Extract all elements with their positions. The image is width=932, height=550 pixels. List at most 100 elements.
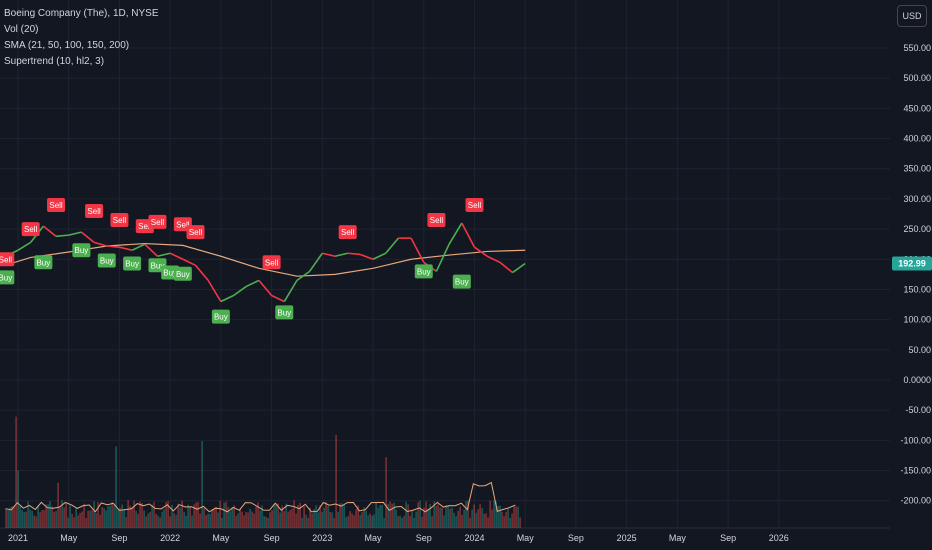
chart-legend: Boeing Company (The), 1D, NYSE Vol (20) …	[4, 6, 159, 70]
volume-bar	[507, 508, 509, 528]
price-segment	[131, 243, 146, 251]
volume-bar	[349, 511, 351, 528]
volume-bar	[115, 446, 117, 528]
signal-label: Buy	[125, 259, 139, 268]
volume-bar	[173, 513, 175, 528]
volume-bar	[435, 505, 437, 528]
price-segment	[486, 255, 501, 264]
volume-bar	[181, 500, 183, 528]
signal-label: Sell	[468, 201, 482, 210]
volume-bar	[227, 506, 229, 528]
volume-bar	[415, 511, 417, 528]
volume-bar	[313, 509, 315, 528]
volume-bar	[121, 504, 123, 528]
volume-bar	[429, 504, 431, 528]
volume-bar	[337, 511, 339, 528]
volume-bar	[95, 513, 97, 528]
buy-signal: Buy	[414, 264, 433, 279]
vol-indicator-label[interactable]: Vol (20)	[4, 24, 39, 35]
sell-signal: Sell	[21, 222, 40, 237]
x-tick-label: Sep	[568, 533, 584, 543]
signal-label: Sell	[430, 216, 444, 225]
buy-signal: Buy	[0, 270, 15, 285]
volume-bar	[291, 508, 293, 528]
volume-bar	[447, 505, 449, 528]
buy-signal: Buy	[123, 256, 142, 271]
signal-label: Buy	[417, 267, 431, 276]
volume-bar	[205, 515, 207, 528]
volume-bar	[321, 512, 323, 528]
volume-bar	[155, 513, 157, 528]
signal-box	[34, 255, 53, 270]
x-axis: 2021 May Sep 2022 May Sep 2023 May Sep 2024 May Sep…	[0, 527, 890, 543]
signal-label: Buy	[0, 273, 12, 282]
volume-bar	[45, 504, 47, 528]
volume-bar	[339, 503, 341, 528]
signal-label: Buy	[176, 270, 190, 279]
volume-bar	[225, 501, 227, 528]
volume-bar	[293, 500, 295, 528]
volume-bar	[505, 511, 507, 528]
volume-bar	[325, 501, 327, 528]
currency-button[interactable]: USD	[897, 5, 927, 27]
volume-bar	[281, 505, 283, 528]
volume-bar	[33, 515, 35, 528]
y-tick-label: 0.0000	[903, 375, 931, 385]
volume-bar	[191, 515, 193, 528]
x-tick-label: May	[669, 533, 687, 543]
volume-bar	[103, 508, 105, 528]
volume-bar	[195, 502, 197, 528]
volume-bar	[309, 507, 311, 528]
x-tick-label: Sep	[720, 533, 736, 543]
symbol-title[interactable]: Boeing Company (The), 1D, NYSE	[4, 8, 159, 19]
volume-bar	[403, 515, 405, 528]
x-tick-label: May	[212, 533, 230, 543]
y-tick-label: -200.00	[900, 496, 931, 506]
volume-bar	[75, 508, 77, 528]
volume-bar	[11, 506, 13, 528]
volume-bar	[93, 501, 95, 528]
supertrend-indicator-label[interactable]: Supertrend (10, hl2, 3)	[4, 56, 105, 67]
signal-box	[85, 203, 104, 218]
volume-bar	[81, 511, 83, 528]
volume-bar	[211, 509, 213, 528]
signal-box	[110, 213, 129, 228]
price-segment	[360, 253, 374, 261]
volume-bar	[271, 510, 273, 528]
price-segment	[283, 279, 298, 302]
volume-bar	[223, 502, 225, 528]
volume-bar	[17, 470, 19, 528]
volume-bar	[39, 512, 41, 528]
sma-indicator-label[interactable]: SMA (21, 50, 100, 150, 200)	[4, 40, 130, 51]
price-segment	[55, 234, 69, 238]
signal-box	[97, 253, 116, 268]
price-segment	[347, 252, 361, 256]
price-segment	[474, 246, 488, 257]
volume-bar	[139, 501, 141, 528]
sell-signal: Sell	[110, 213, 129, 228]
volume-bar	[203, 508, 205, 528]
volume-bar	[99, 514, 101, 528]
volume-bar	[425, 501, 427, 528]
volume-bar	[439, 507, 441, 528]
volume-bar	[399, 515, 401, 528]
volume-bar	[441, 507, 443, 528]
volume-bar	[15, 416, 17, 528]
volume-bar	[153, 501, 155, 528]
volume-bar	[391, 503, 393, 528]
signal-label: Buy	[277, 308, 291, 317]
volume-bar	[451, 507, 453, 528]
signal-box	[211, 309, 230, 324]
volume-bar	[221, 517, 223, 528]
volume-bar	[387, 503, 389, 528]
volume-bar	[443, 515, 445, 528]
volume-bar	[483, 513, 485, 528]
volume-bar	[461, 514, 463, 528]
price-segment	[499, 261, 514, 274]
price-segment	[233, 285, 247, 297]
volume-bar	[259, 510, 261, 528]
volume-bar	[125, 517, 127, 528]
signal-box	[148, 214, 167, 229]
volume-bar	[249, 508, 251, 528]
